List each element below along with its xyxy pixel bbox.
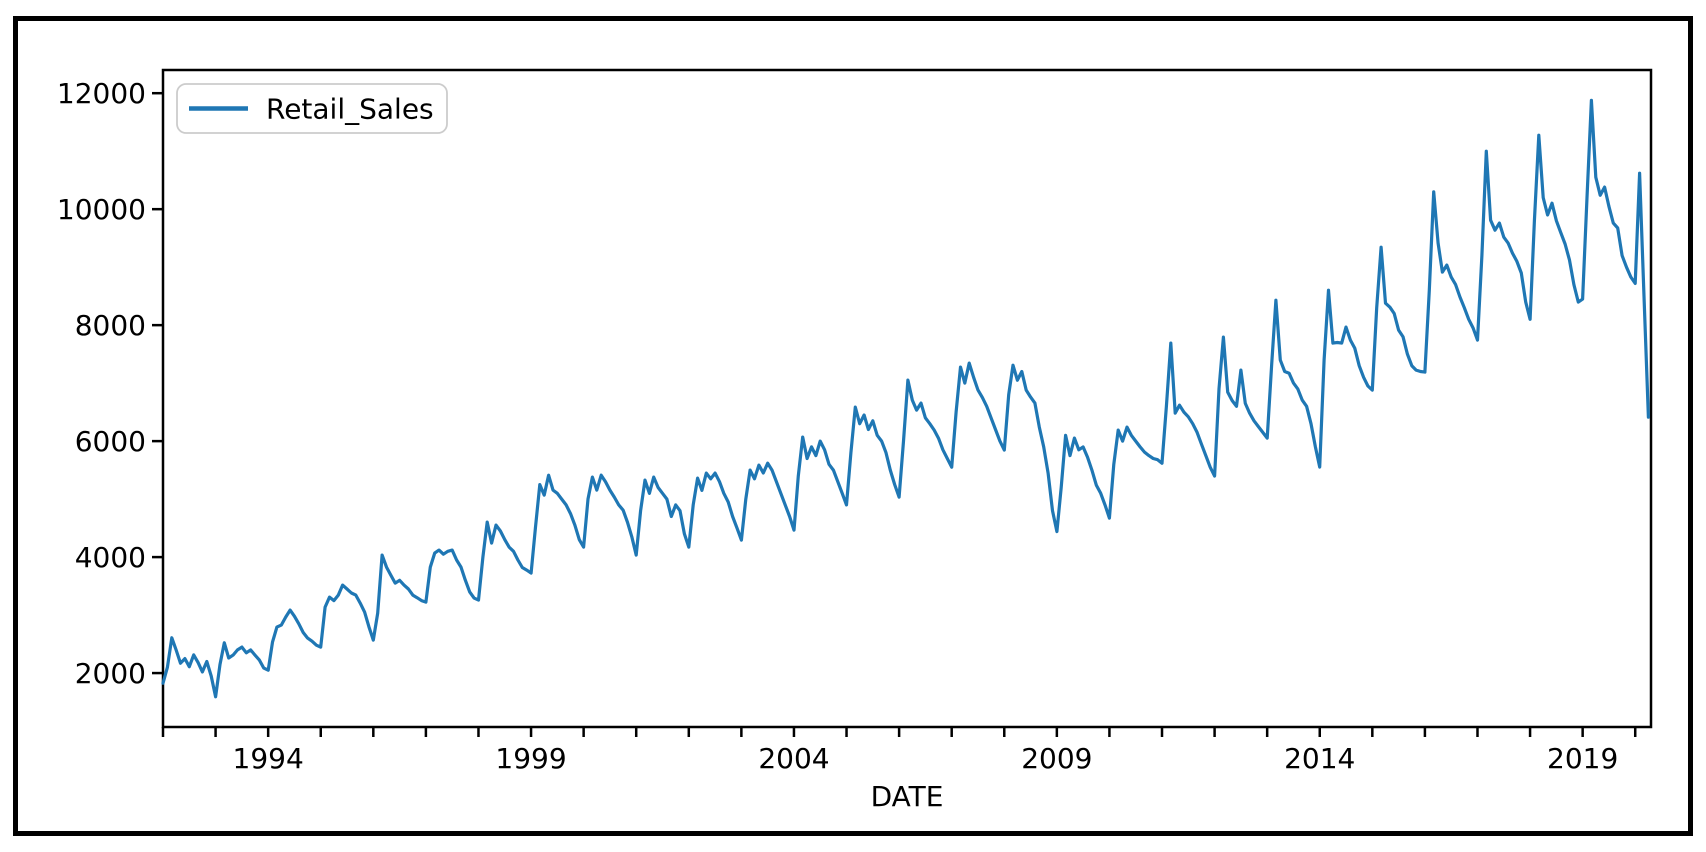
x-tick-label: 2014: [1284, 742, 1355, 775]
x-tick-label: 1999: [495, 742, 566, 775]
x-tick-label: 2019: [1547, 742, 1618, 775]
legend: Retail_Sales: [176, 83, 448, 134]
legend-box: [176, 83, 448, 134]
figure-border: [13, 16, 1693, 836]
x-axis-tick-labels: 1994 1999 2004 2009 2014 2019: [233, 742, 1619, 775]
legend-label: Retail_Sales: [266, 93, 434, 126]
x-tick-label: 2004: [758, 742, 829, 775]
x-tick-label: 2009: [1021, 742, 1092, 775]
x-axis-ticks: [161, 727, 1637, 737]
plot-area-spines: [161, 68, 1653, 729]
y-tick-label: 4000: [75, 541, 146, 574]
y-tick-label: 8000: [75, 309, 146, 342]
y-tick-label: 6000: [75, 425, 146, 458]
y-tick-label: 10000: [57, 193, 146, 226]
y-axis-ticks: [152, 91, 163, 675]
y-tick-label: 2000: [75, 657, 146, 690]
y-axis-tick-labels: 2000 4000 6000 8000 10000 12000: [57, 77, 146, 690]
x-axis-label: DATE: [871, 780, 944, 813]
x-tick-label: 1994: [233, 742, 304, 775]
y-tick-label: 12000: [57, 77, 146, 110]
retail-sales-series-line: [161, 98, 1651, 699]
